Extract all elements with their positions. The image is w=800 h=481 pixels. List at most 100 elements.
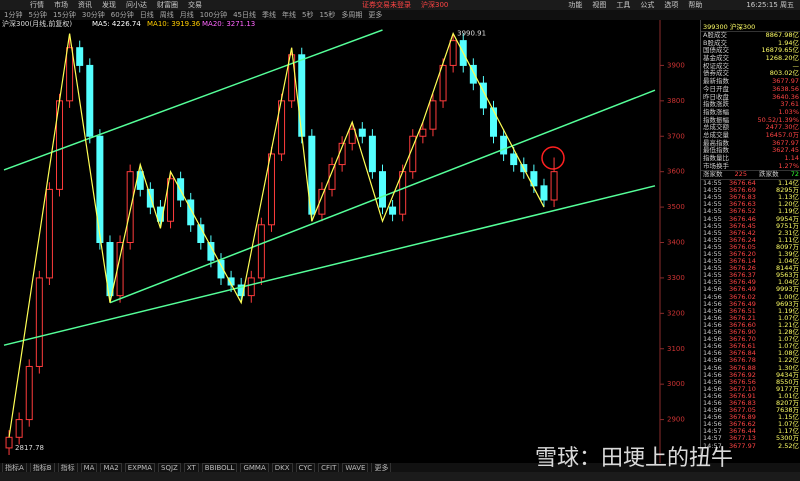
candle-body <box>439 64 447 102</box>
quote-value: 37.61 <box>780 100 799 109</box>
indicator-tab: 指标B <box>29 463 55 472</box>
tick-time: 14:55 <box>703 193 722 202</box>
tick-volume: 1.19亿 <box>778 207 799 216</box>
candle-body <box>5 436 13 449</box>
tick-price: 3676.83 <box>729 193 756 202</box>
watermark: 雪球：田埂上的扭牛 <box>535 446 734 471</box>
tick-volume: 8207万 <box>775 398 799 407</box>
tick-price: 3676.45 <box>729 221 756 230</box>
notice: 证券交易未登录 <box>362 1 411 9</box>
indicator-tab: SQJZ <box>158 463 181 472</box>
candle-body <box>429 100 437 130</box>
channel-line <box>109 89 656 304</box>
quote-label: 最新指数 <box>703 77 729 86</box>
tick-time: 14:55 <box>703 271 722 280</box>
quote-row: 国债成交 16879.65亿 <box>701 47 800 55</box>
y-tick-label: 3800 <box>667 97 685 105</box>
tick-price: 3676.42 <box>729 228 756 237</box>
peak-label: 3990.91 <box>457 30 486 38</box>
tick-time: 14:56 <box>703 384 722 393</box>
tick-price: 3676.64 <box>729 179 756 188</box>
tick-volume: 1.30亿 <box>778 363 799 372</box>
tick-row: 14:55 3676.64 1.14亿 <box>701 179 800 188</box>
tick-time: 14:56 <box>703 320 722 329</box>
tick-volume: 1.07亿 <box>778 420 799 429</box>
tick-volume: 9693万 <box>775 299 799 308</box>
candle-body <box>318 188 326 215</box>
quote-value: 3638.56 <box>772 84 799 93</box>
indicator-tab: GMMA <box>240 463 269 472</box>
period-tab: 45日线 <box>233 11 256 19</box>
tick-row: 14:56 3676.60 1.21亿 <box>701 320 800 329</box>
indicator-tab: MA2 <box>100 463 122 472</box>
quote-value: 803.02亿 <box>769 69 799 78</box>
period-tab: 年线 <box>282 11 296 19</box>
period-tab: 周线 <box>159 11 174 19</box>
tick-row: 14:56 3676.88 1.30亿 <box>701 363 800 372</box>
period-tab: 15分钟 <box>52 11 76 19</box>
indicator-tab: CFIT <box>318 463 340 472</box>
tick-row: 14:57 3677.97 2.52亿 <box>701 441 800 450</box>
period-tab: 5秒 <box>302 11 314 19</box>
quote-row: 权证成交 — <box>701 62 800 71</box>
y-tick-label: 3100 <box>667 345 685 353</box>
tick-row: 14:57 3677.13 5300万 <box>701 435 800 442</box>
zigzag-line <box>8 32 545 438</box>
candle-body <box>469 64 477 84</box>
tick-time: 14:55 <box>703 242 722 251</box>
menu-item: 问小达 <box>126 1 147 9</box>
y-tick-label: 3700 <box>667 132 685 140</box>
breadth-item: 涨家数 <box>703 170 723 179</box>
candle-body <box>328 164 336 190</box>
indicator-tab: MA <box>80 463 98 472</box>
period-tab: 5分钟 <box>28 11 47 19</box>
quote-row: 昨日收盘 3640.36 <box>701 92 800 102</box>
quote-label: 总成交额 <box>703 123 729 132</box>
tick-price: 3676.88 <box>729 363 756 372</box>
y-tick-label: 2900 <box>667 416 685 424</box>
quote-row: 市场换手 1.27% <box>701 162 800 171</box>
tick-row: 14:55 3676.24 1.11亿 <box>701 236 800 244</box>
tick-volume: 9751万 <box>775 221 799 230</box>
tick-volume: 1.08亿 <box>778 349 799 358</box>
tick-time: 14:56 <box>703 377 722 386</box>
tick-volume: 1.17亿 <box>778 427 799 436</box>
tick-time: 14:57 <box>703 427 722 436</box>
tick-volume: 1.22亿 <box>778 356 799 365</box>
tick-price: 3676.91 <box>729 391 756 400</box>
candle-body <box>66 47 74 102</box>
y-tick-label: 3300 <box>667 274 685 282</box>
tick-time: 14:56 <box>703 342 722 351</box>
period-tab: 多周期 <box>341 11 363 19</box>
tick-time: 14:55 <box>703 257 722 266</box>
candle-body <box>247 277 255 297</box>
tick-volume: 1.19亿 <box>778 306 799 315</box>
tick-price: 3676.62 <box>729 420 756 429</box>
quote-row: 债券成交 803.02亿 <box>701 70 800 78</box>
tick-row: 14:55 3676.69 8295万 <box>701 187 800 194</box>
tick-time: 14:55 <box>703 228 722 237</box>
candle-body <box>86 64 94 137</box>
quote-row: B股成交 1.94亿 <box>701 39 800 48</box>
tick-price: 3676.49 <box>729 299 756 308</box>
tick-volume: 1.00亿 <box>778 292 799 301</box>
tick-list: 14:55 3676.64 1.14亿 14:55 3676.69 8295万 14:55 3… <box>701 179 800 450</box>
indicator-tab: WAVE <box>342 463 369 472</box>
tick-time: 14:56 <box>703 370 722 379</box>
candle-body <box>479 82 487 109</box>
candle-body <box>298 54 306 137</box>
tick-time: 14:57 <box>703 441 722 450</box>
title-bar: 行情 市场 资讯 发现 问小达 财富圈 交易 证券交易未登录 沪深300 功能 视图 工具 公式 选… <box>0 0 800 10</box>
tick-volume: 1.04亿 <box>778 278 799 287</box>
tick-price: 3676.90 <box>729 328 756 337</box>
tick-row: 14:55 3676.46 9954万 <box>701 214 800 223</box>
quote-value: 3627.45 <box>772 146 799 155</box>
candle-body <box>257 224 265 279</box>
tick-volume: 9954万 <box>775 214 799 223</box>
candle-body <box>510 153 518 166</box>
tick-row: 14:55 3676.52 1.19亿 <box>701 208 800 215</box>
tick-row: 14:55 3676.20 1.39亿 <box>701 250 800 258</box>
quote-label: 昨日收盘 <box>703 92 729 101</box>
candle-body <box>25 365 33 421</box>
